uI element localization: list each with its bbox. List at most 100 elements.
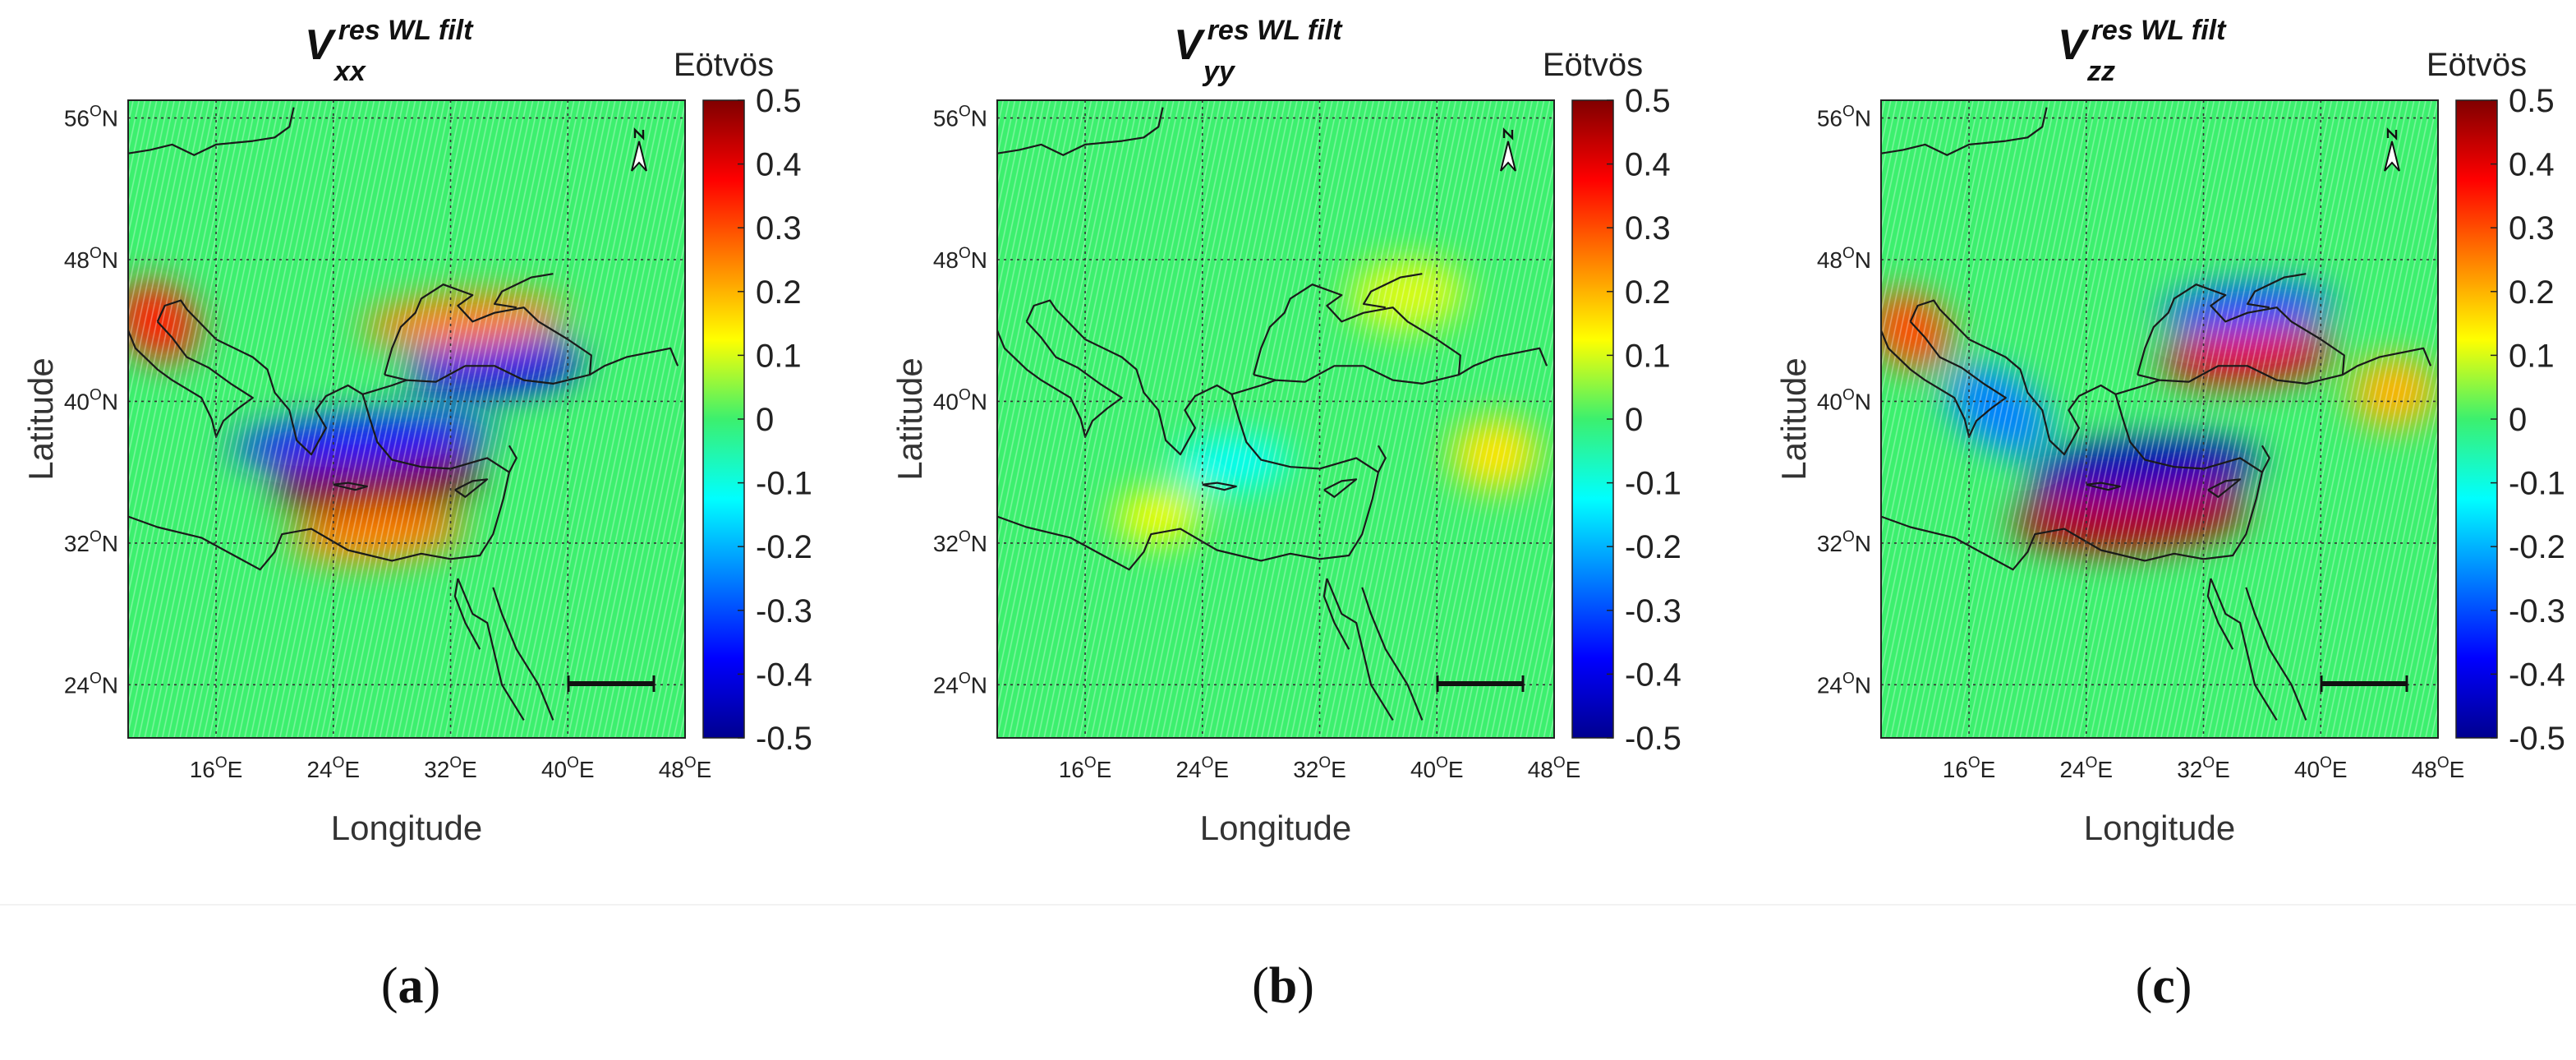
coastline <box>2210 578 2278 721</box>
colorbar-tick-label: 0.3 <box>756 210 802 247</box>
y-tick-label: 40ON <box>933 386 987 414</box>
colorbar-tick-label: -0.5 <box>756 721 812 757</box>
coastline <box>1322 578 1350 650</box>
y-tick-label: 32ON <box>1817 528 1871 556</box>
x-tick-label: 24OE <box>1175 754 1229 782</box>
colorbar-tick-label: -0.2 <box>756 529 812 565</box>
coastline <box>2245 587 2307 721</box>
x-tick-label: 16OE <box>1943 754 1996 782</box>
coastline <box>1377 445 1387 473</box>
colorbar-tick-label: -0.1 <box>2509 466 2565 502</box>
coastline <box>384 283 592 385</box>
coastline <box>1326 578 1394 721</box>
coastline <box>457 578 525 721</box>
colorbar-tick-label: 0.5 <box>1625 83 1671 119</box>
y-tick-label: 32ON <box>64 528 118 556</box>
x-axis-label: Longitude <box>331 809 483 847</box>
colorbar-tick-label: 0 <box>756 402 774 438</box>
coastline <box>1909 299 2117 456</box>
coastline <box>333 482 368 491</box>
colorbar-tick-label: 0.2 <box>2509 274 2555 311</box>
north-arrow-icon <box>2384 141 2400 172</box>
coastline <box>1025 299 1233 456</box>
coastline <box>1361 587 1424 721</box>
colorbar-tick-label: -0.1 <box>756 466 812 502</box>
coastline <box>1202 482 1237 491</box>
colorbar-tick-label: -0.4 <box>1625 657 1681 693</box>
coastline <box>2342 347 2432 376</box>
y-tick-label: 56ON <box>1817 104 1871 131</box>
colorbar-tick-label: -0.4 <box>2509 657 2565 693</box>
y-tick-label: 24ON <box>1817 670 1871 698</box>
coastline <box>589 347 679 376</box>
y-tick-label: 32ON <box>933 528 987 556</box>
north-letter-icon <box>1502 127 1514 141</box>
coastline <box>156 299 364 456</box>
coastline <box>1363 273 1423 309</box>
colorbar-tick-label: 0.3 <box>1625 210 1671 247</box>
y-axis-label: Latitude <box>21 357 60 480</box>
plot-frame <box>996 99 1555 739</box>
coastline <box>2261 445 2270 473</box>
x-tick-label: 16OE <box>1059 754 1112 782</box>
figure-canvas: 16OE 24OE 32OE 40OE 48OE 24ON 32ON 40ON 48ON 56ON… <box>21 15 2565 847</box>
colorbar-tick-label: 0.1 <box>756 338 802 374</box>
coastline <box>454 478 489 498</box>
colorbar-tick-label: 0.5 <box>756 83 802 119</box>
colorbar-label: Eötvös <box>674 47 774 83</box>
colorbar-tick-label: -0.3 <box>756 593 812 629</box>
x-tick-label: 32OE <box>1293 754 1346 782</box>
y-tick-label: 40ON <box>1817 386 1871 414</box>
coastline-layer <box>1881 107 2432 721</box>
colorbar-label: Eötvös <box>1543 47 1643 83</box>
y-axis-label: Latitude <box>890 357 929 480</box>
plot-frame <box>127 99 686 739</box>
x-tick-label: 40OE <box>2294 754 2348 782</box>
colorbar-tick-label: 0 <box>1625 402 1643 438</box>
y-tick-label: 48ON <box>1817 245 1871 273</box>
texture-overlay <box>128 100 685 738</box>
y-tick-label: 40ON <box>64 386 118 414</box>
chart-title-subscript: zz <box>2086 56 2115 87</box>
x-tick-label: 40OE <box>1410 754 1464 782</box>
plot-frame <box>1880 99 2439 739</box>
coastline <box>494 273 554 309</box>
coastline <box>2247 273 2307 309</box>
colorbar-tick-label: -0.1 <box>1625 466 1681 502</box>
coastline <box>128 379 510 571</box>
coastline <box>1881 107 2048 156</box>
chart-title-subscript: yy <box>1202 56 1236 87</box>
coastline <box>2207 478 2242 498</box>
x-tick-label: 48OE <box>2412 754 2465 782</box>
coastline <box>128 107 295 156</box>
colorbar-tick-label: 0.3 <box>2509 210 2555 247</box>
colorbar-tick-label: 0.1 <box>1625 338 1671 374</box>
figure-separator <box>0 904 2576 906</box>
coastline <box>997 320 1123 438</box>
colorbar-tick-label: 0.1 <box>2509 338 2555 374</box>
colorbar-tick-label: -0.2 <box>2509 529 2565 565</box>
texture-overlay <box>1881 100 2438 738</box>
north-letter-icon <box>2386 127 2398 141</box>
y-tick-label: 24ON <box>933 670 987 698</box>
colorbar-tick-label: 0.4 <box>756 147 802 183</box>
coastline <box>2086 482 2121 491</box>
y-tick-label: 48ON <box>933 245 987 273</box>
x-tick-label: 16OE <box>190 754 243 782</box>
y-tick-label: 48ON <box>64 245 118 273</box>
chart-panel-xx: 16OE 24OE 32OE 40OE 48OE 24ON 32ON 40ON 48ON 56ON… <box>21 15 812 847</box>
x-tick-label: 40OE <box>541 754 595 782</box>
anomaly-layer <box>128 100 685 738</box>
coastline <box>1881 320 2007 438</box>
colorbar-tick-label: 0 <box>2509 402 2527 438</box>
y-tick-label: 24ON <box>64 670 118 698</box>
panel-label-b: (b) <box>1252 958 1314 1014</box>
coastline <box>997 379 1379 571</box>
colorbar-tick-label: -0.5 <box>1625 721 1681 757</box>
chart-title-subscript: xx <box>333 56 367 87</box>
x-tick-label: 24OE <box>306 754 360 782</box>
panel-label-c: (c) <box>2135 958 2192 1014</box>
coastline <box>1323 478 1358 498</box>
